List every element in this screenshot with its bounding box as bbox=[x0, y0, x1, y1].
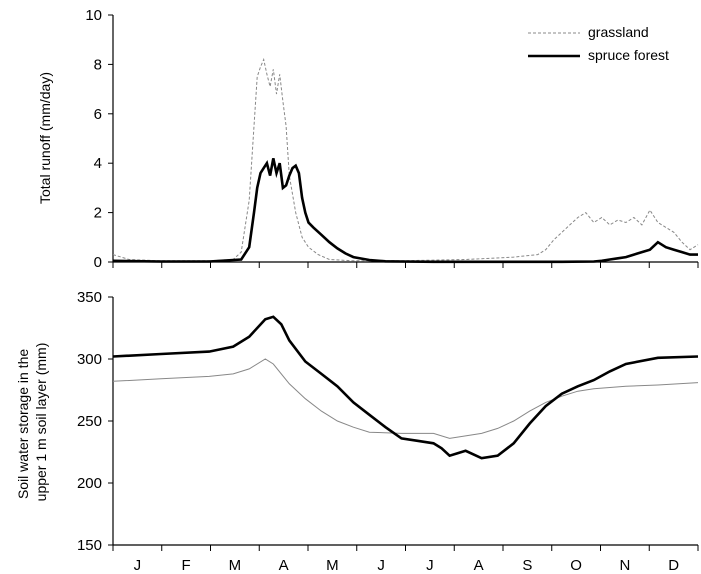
y-tick-label: 200 bbox=[77, 475, 102, 492]
x-tick-label: A bbox=[279, 557, 289, 574]
y-tick-label: 6 bbox=[94, 106, 102, 123]
runoff-y-ticks: 0 2 4 6 8 10 bbox=[85, 7, 113, 271]
x-tick-label: O bbox=[570, 557, 582, 574]
x-tick-label: J bbox=[377, 557, 385, 574]
x-tick-label: J bbox=[426, 557, 434, 574]
y-tick-label: 350 bbox=[77, 289, 102, 306]
soil-y-axis-label-line-2: upper 1 m soil layer (mm) bbox=[33, 343, 49, 502]
series-line-spruce-runoff bbox=[112, 158, 698, 264]
runoff-x-ticks bbox=[112, 262, 699, 268]
y-tick-label: 8 bbox=[94, 56, 102, 73]
x-tick-label: A bbox=[474, 557, 484, 574]
soil-x-ticks bbox=[112, 545, 699, 551]
y-tick-label: 4 bbox=[94, 155, 102, 172]
legend-label-spruce: spruce forest bbox=[588, 47, 669, 63]
x-tick-label: M bbox=[326, 557, 339, 574]
y-tick-label: 250 bbox=[77, 413, 102, 430]
x-tick-label: S bbox=[522, 557, 532, 574]
x-tick-label: F bbox=[182, 557, 191, 574]
x-tick-label: M bbox=[229, 557, 242, 574]
series-line-spruce-soil bbox=[112, 315, 699, 460]
runoff-panel: 0 2 4 6 8 10 Total runoff (mm/day) grassland … bbox=[37, 7, 699, 271]
soil-water-panel: 150 200 250 300 350 Soil water storage in th… bbox=[15, 289, 699, 574]
series-line-grassland-soil bbox=[112, 358, 699, 439]
soil-y-ticks: 150 200 250 300 350 bbox=[77, 289, 113, 554]
soil-y-axis-label-line-1: Soil water storage in the bbox=[15, 349, 31, 499]
x-tick-label: N bbox=[619, 557, 630, 574]
x-tick-label: J bbox=[134, 557, 142, 574]
y-tick-label: 300 bbox=[77, 351, 102, 368]
y-tick-label: 2 bbox=[94, 205, 102, 222]
y-tick-label: 0 bbox=[94, 254, 102, 271]
soil-y-axis-label: Soil water storage in the upper 1 m soil… bbox=[15, 343, 49, 502]
y-tick-label: 10 bbox=[85, 7, 102, 24]
legend: grassland spruce forest bbox=[528, 24, 669, 63]
x-tick-label: D bbox=[668, 557, 679, 574]
series-line-grassland-runoff bbox=[112, 57, 699, 262]
y-tick-label: 150 bbox=[77, 537, 102, 554]
legend-label-grassland: grassland bbox=[588, 24, 649, 40]
runoff-y-axis-label: Total runoff (mm/day) bbox=[37, 72, 53, 204]
